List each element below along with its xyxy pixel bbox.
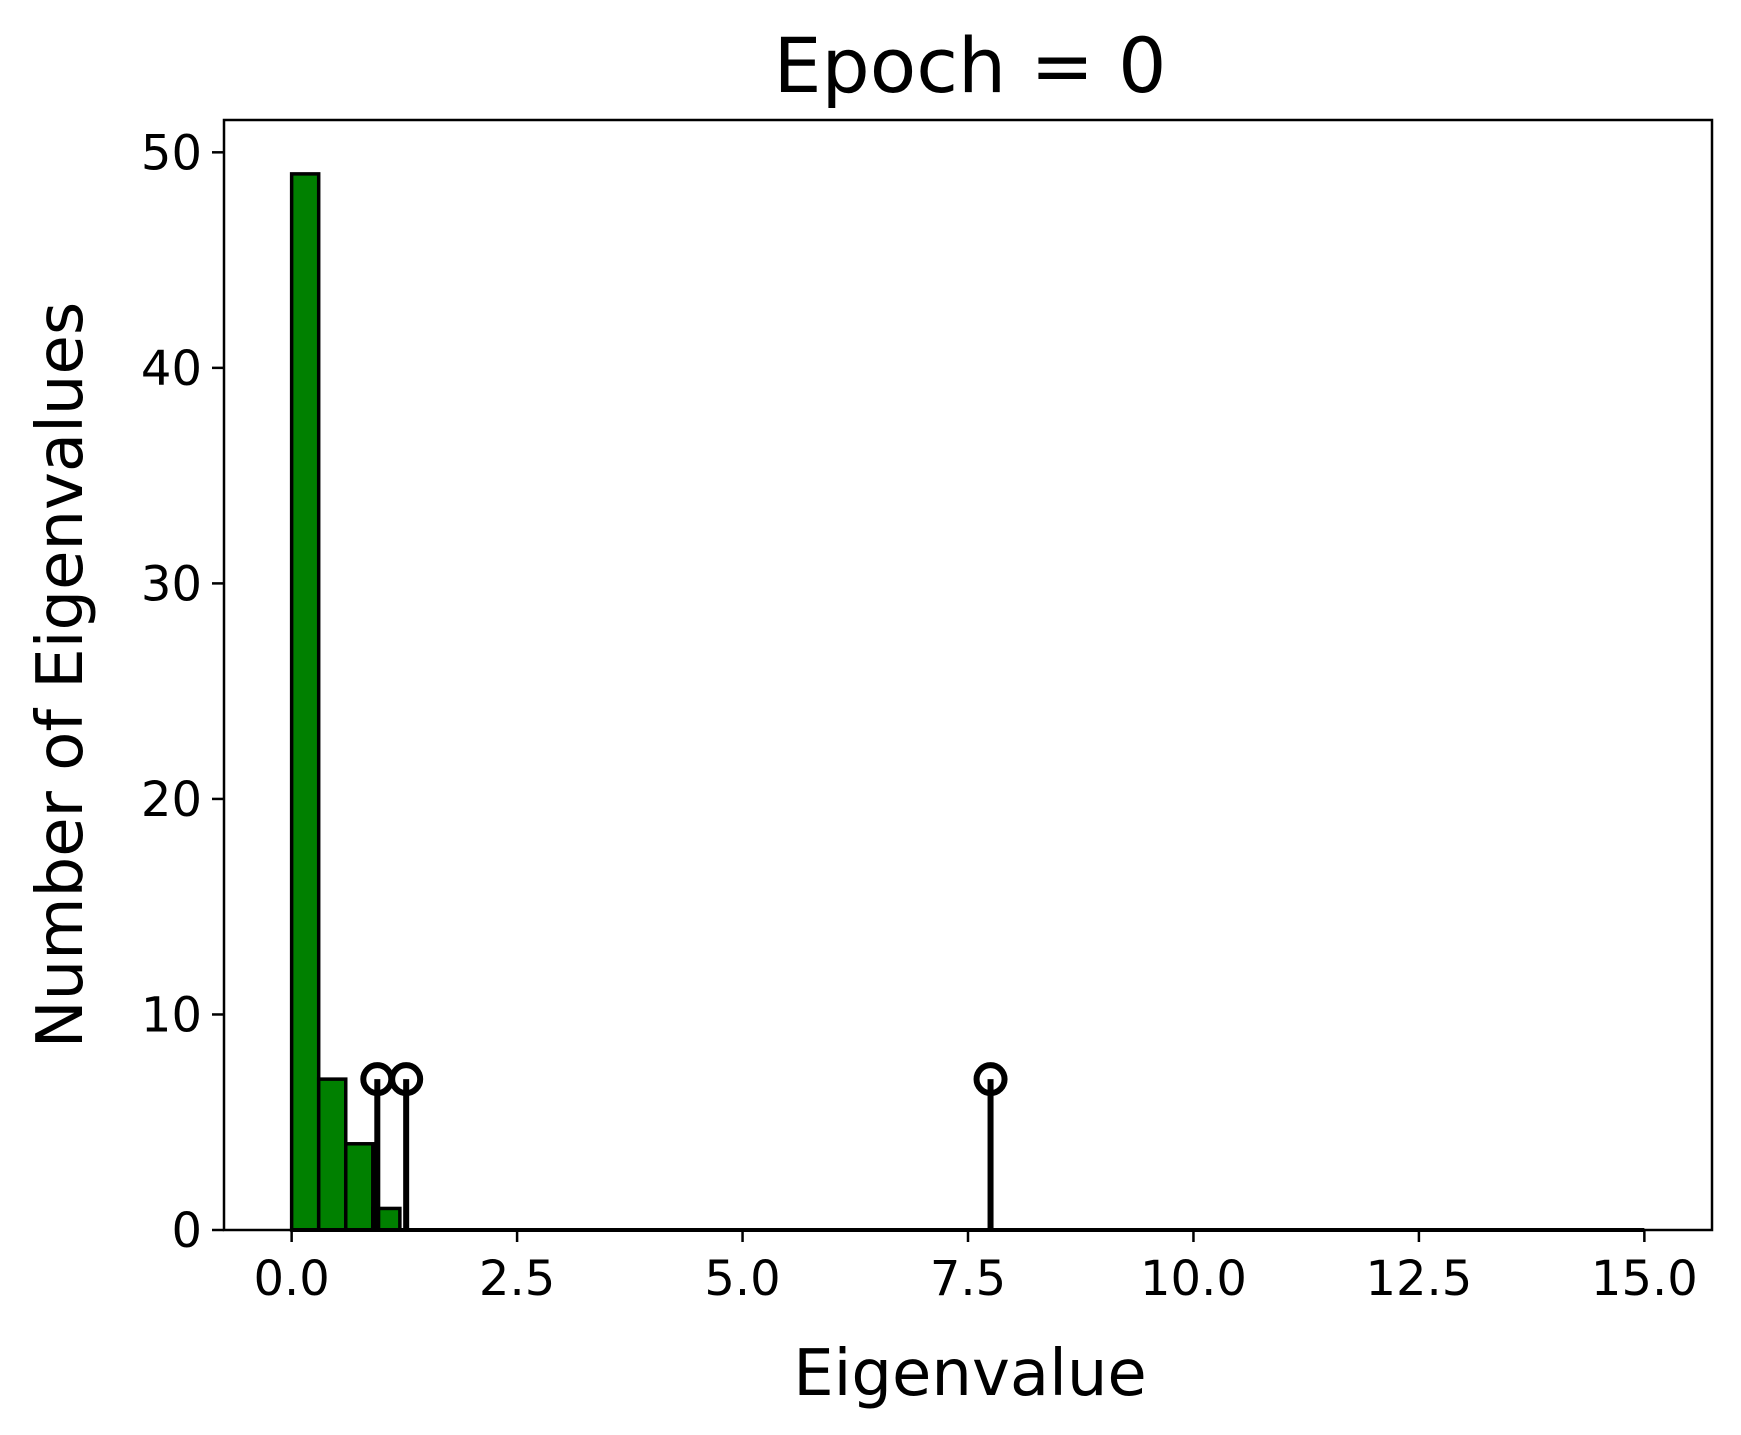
histogram-bars [289, 172, 402, 1232]
x-tick-label: 10.0 [1140, 1251, 1247, 1307]
y-axis-ticks: 0 10 20 30 40 50 [141, 125, 224, 1259]
y-tick-label: 30 [141, 556, 202, 612]
y-tick-label: 50 [141, 125, 202, 181]
stem-marker [389, 1062, 424, 1097]
x-axis-label: Eigenvalue [793, 1337, 1147, 1411]
y-tick-label: 40 [141, 341, 202, 397]
x-tick-label: 0.0 [253, 1251, 329, 1307]
stem-marker [973, 1062, 1008, 1097]
x-tick-label: 7.5 [930, 1251, 1006, 1307]
histogram-bar [343, 1142, 375, 1232]
x-tick-label: 12.5 [1365, 1251, 1472, 1307]
x-tick-label: 5.0 [704, 1251, 780, 1307]
y-tick-label: 0 [171, 1203, 202, 1259]
y-tick-label: 10 [141, 987, 202, 1043]
x-tick-label: 15.0 [1591, 1251, 1698, 1307]
y-tick-label: 20 [141, 772, 202, 828]
x-axis-ticks: 0.0 2.5 5.0 7.5 10.0 12.5 15.0 [253, 1230, 1698, 1307]
histogram-bar [316, 1077, 348, 1232]
histogram-bar [289, 172, 321, 1232]
x-tick-label: 2.5 [479, 1251, 555, 1307]
eigenvalue-stems [360, 1062, 1008, 1230]
y-axis-label: Number of Eigenvalues [24, 302, 98, 1048]
chart-title: Epoch = 0 [773, 21, 1166, 110]
plot-frame [222, 118, 1714, 1232]
